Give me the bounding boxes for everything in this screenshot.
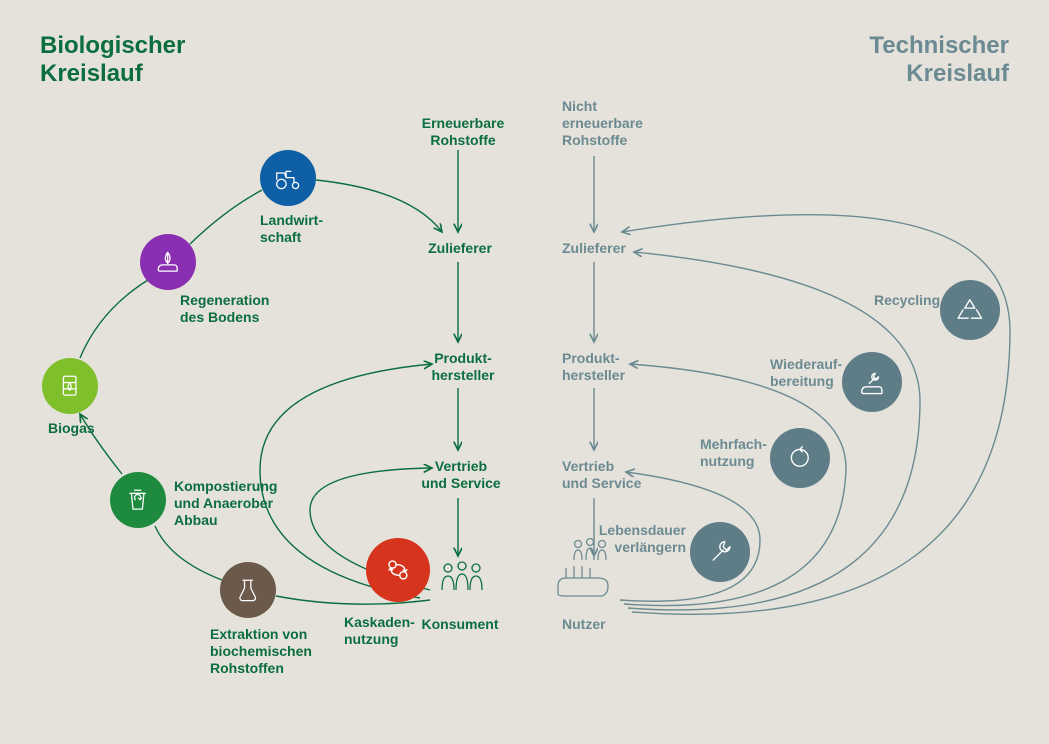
node-landwirtschaft — [260, 150, 316, 206]
label-extraktion: Extraktion von biochemischen Rohstoffen — [210, 626, 312, 676]
label-kompost: Kompostierung und Anaerober Abbau — [174, 478, 277, 528]
t: nutzung — [344, 631, 398, 647]
label-recycling: Recycling — [874, 292, 940, 309]
t: Landwirt- — [260, 212, 323, 228]
t: und Service — [421, 475, 500, 491]
label-kaskade: Kaskaden- nutzung — [344, 614, 415, 648]
t: Erneuerbare — [422, 115, 504, 131]
node-biogas — [42, 358, 98, 414]
label-wiederauf: Wiederauf- bereitung — [770, 356, 842, 390]
node-mehrfach — [770, 428, 830, 488]
flask-icon — [232, 574, 263, 605]
node-kaskade — [366, 538, 430, 602]
t: Lebensdauer — [599, 522, 686, 538]
hand-leaf-icon — [152, 246, 183, 277]
t: Mehrfach- — [700, 436, 767, 452]
t: Regeneration — [180, 292, 269, 308]
t: erneuerbare — [562, 115, 643, 131]
cycle-icon — [783, 441, 817, 475]
node-wiederauf — [842, 352, 902, 412]
label-landwirtschaft: Landwirt- schaft — [260, 212, 323, 246]
label-konsument: Konsument — [420, 616, 500, 633]
label-bio-vertrieb: Vertrieb und Service — [416, 458, 506, 492]
tractor-icon — [272, 162, 303, 193]
t: Rohstoffen — [210, 660, 284, 676]
hand-wrench-icon — [855, 365, 889, 399]
cascade-icon — [380, 552, 416, 588]
t: biochemischen — [210, 643, 312, 659]
label-nutzer: Nutzer — [562, 616, 606, 633]
t: und Anaerober — [174, 495, 273, 511]
diagram-stage: Biologischer Kreislauf Technischer Kreis… — [0, 0, 1049, 744]
t: Abbau — [174, 512, 218, 528]
label-regeneration: Regeneration des Bodens — [180, 292, 269, 326]
label-mehrfach: Mehrfach- nutzung — [700, 436, 770, 470]
node-recycling — [940, 280, 1000, 340]
t: Nicht — [562, 98, 597, 114]
t: Kompostierung — [174, 478, 277, 494]
label-lebensdauer: Lebensdauer verlängern — [636, 522, 686, 556]
t: Wiederauf- — [770, 356, 842, 372]
node-kompost — [110, 472, 166, 528]
t: nutzung — [700, 453, 754, 469]
t: Extraktion von — [210, 626, 307, 642]
t: Vertrieb — [562, 458, 614, 474]
t: Kaskaden- — [344, 614, 415, 630]
t: hersteller — [562, 367, 625, 383]
label-tech-zulieferer: Zulieferer — [562, 240, 626, 257]
bin-icon — [122, 484, 153, 515]
t: Rohstoffe — [562, 132, 627, 148]
node-lebensdauer — [690, 522, 750, 582]
label-erneuerbare: Erneuerbare Rohstoffe — [418, 115, 508, 149]
label-bio-produkt: Produkt- hersteller — [418, 350, 508, 384]
t: Rohstoffe — [430, 132, 495, 148]
t: Produkt- — [434, 350, 492, 366]
t: Produkt- — [562, 350, 620, 366]
recycle-icon — [953, 293, 987, 327]
node-extraktion — [220, 562, 276, 618]
label-nicht-erneuerb: Nicht erneuerbare Rohstoffe — [562, 98, 662, 148]
t: und Service — [562, 475, 641, 491]
t: des Bodens — [180, 309, 259, 325]
t: hersteller — [431, 367, 494, 383]
t: bereitung — [770, 373, 834, 389]
label-biogas: Biogas — [48, 420, 95, 437]
label-tech-produkt: Produkt- hersteller — [562, 350, 652, 384]
t: verlängern — [614, 539, 686, 555]
barrel-icon — [54, 370, 85, 401]
label-bio-zulieferer: Zulieferer — [420, 240, 500, 257]
t: Vertrieb — [435, 458, 487, 474]
node-regeneration — [140, 234, 196, 290]
label-tech-vertrieb: Vertrieb und Service — [562, 458, 652, 492]
t: schaft — [260, 229, 301, 245]
wrench-icon — [703, 535, 737, 569]
